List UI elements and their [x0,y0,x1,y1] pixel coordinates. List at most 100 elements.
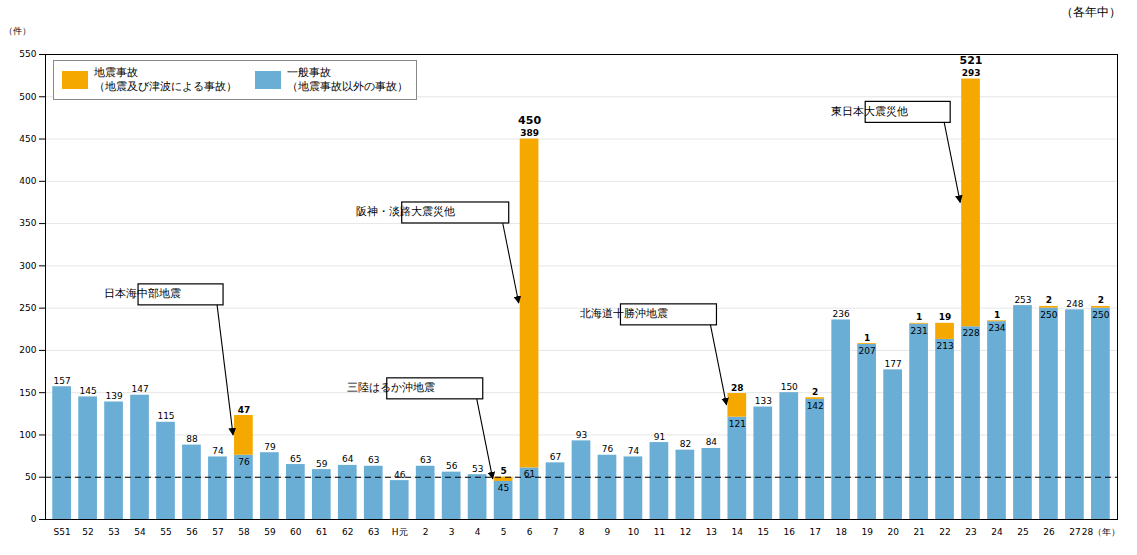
svg-text:56: 56 [446,461,458,471]
svg-text:1: 1 [864,333,870,343]
svg-text:142: 142 [807,401,824,411]
svg-text:6: 6 [527,527,533,537]
svg-text:250: 250 [19,303,36,313]
svg-text:55: 55 [160,527,171,537]
svg-text:0: 0 [31,514,37,524]
svg-text:133: 133 [755,396,772,406]
svg-text:65: 65 [290,454,301,464]
svg-text:150: 150 [19,388,36,398]
svg-text:157: 157 [54,376,71,386]
svg-text:115: 115 [157,411,174,421]
svg-text:253: 253 [1014,295,1031,305]
svg-text:22: 22 [939,527,950,537]
svg-text:550: 550 [19,49,36,59]
svg-text:7: 7 [553,527,559,537]
svg-text:12: 12 [680,527,691,537]
svg-text:236: 236 [833,309,850,319]
svg-text:64: 64 [342,454,354,464]
svg-text:17: 17 [809,527,820,537]
svg-text:S51: S51 [54,527,71,537]
svg-text:21: 21 [913,527,924,537]
svg-text:91: 91 [654,432,665,442]
svg-text:13: 13 [706,527,717,537]
svg-text:28（年）: 28（年） [1082,527,1120,537]
svg-text:63: 63 [420,455,431,465]
svg-text:26: 26 [1043,527,1055,537]
svg-text:200: 200 [19,345,36,355]
svg-text:59: 59 [264,527,276,537]
svg-text:213: 213 [936,341,953,351]
svg-text:76: 76 [602,444,614,454]
svg-text:150: 150 [781,382,798,392]
svg-text:18: 18 [835,527,847,537]
svg-text:58: 58 [238,527,250,537]
svg-text:47: 47 [238,405,251,415]
svg-text:45: 45 [498,483,509,493]
svg-text:250: 250 [1092,310,1109,320]
svg-text:61: 61 [316,527,327,537]
svg-text:2: 2 [1098,295,1104,305]
svg-text:三陸はるか沖地震: 三陸はるか沖地震 [347,381,435,394]
svg-text:450: 450 [19,134,36,144]
svg-text:74: 74 [628,446,640,456]
svg-text:2: 2 [423,527,429,537]
svg-text:57: 57 [212,527,223,537]
svg-text:8: 8 [579,527,585,537]
svg-text:16: 16 [784,527,796,537]
svg-text:231: 231 [911,326,928,336]
svg-text:2: 2 [1046,295,1052,305]
svg-text:4: 4 [475,527,481,537]
svg-text:74: 74 [212,446,224,456]
svg-text:11: 11 [654,527,665,537]
svg-text:27: 27 [1069,527,1080,537]
svg-text:北海道十勝沖地震: 北海道十勝沖地震 [580,307,668,320]
svg-text:82: 82 [680,439,691,449]
svg-text:28: 28 [731,383,744,393]
svg-text:59: 59 [316,459,328,469]
svg-text:250: 250 [1040,310,1057,320]
svg-text:53: 53 [472,464,483,474]
svg-text:60: 60 [290,527,302,537]
svg-text:79: 79 [264,442,276,452]
svg-text:76: 76 [238,457,250,467]
svg-text:400: 400 [19,176,36,186]
svg-text:350: 350 [19,218,36,228]
svg-text:300: 300 [19,261,36,271]
svg-text:234: 234 [988,323,1005,333]
svg-text:67: 67 [550,452,561,462]
svg-text:293: 293 [962,68,981,78]
svg-text:88: 88 [186,434,198,444]
svg-text:19: 19 [939,312,952,322]
svg-text:19: 19 [861,527,873,537]
svg-text:521: 521 [960,54,983,67]
svg-text:139: 139 [105,391,122,401]
svg-text:5: 5 [501,527,507,537]
svg-text:53: 53 [108,527,119,537]
svg-text:10: 10 [628,527,640,537]
svg-text:23: 23 [965,527,976,537]
svg-text:54: 54 [134,527,146,537]
svg-text:24: 24 [991,527,1003,537]
svg-text:84: 84 [706,437,718,447]
svg-text:46: 46 [394,470,406,480]
svg-text:147: 147 [131,384,148,394]
svg-text:15: 15 [758,527,769,537]
svg-text:62: 62 [342,527,353,537]
svg-text:61: 61 [524,469,535,479]
svg-text:阪神・淡路大震災他: 阪神・淡路大震災他 [356,205,455,218]
svg-text:東日本大震災他: 東日本大震災他 [831,105,908,118]
svg-text:1: 1 [994,310,1000,320]
svg-text:63: 63 [368,527,379,537]
svg-text:389: 389 [520,128,539,138]
svg-text:50: 50 [25,472,37,482]
svg-text:14: 14 [732,527,744,537]
svg-text:56: 56 [186,527,198,537]
svg-text:20: 20 [887,527,899,537]
svg-text:5: 5 [500,466,506,476]
svg-text:25: 25 [1017,527,1028,537]
svg-text:3: 3 [449,527,455,537]
svg-text:9: 9 [605,527,611,537]
svg-text:145: 145 [79,386,96,396]
svg-text:H元: H元 [392,527,408,537]
svg-text:52: 52 [82,527,93,537]
